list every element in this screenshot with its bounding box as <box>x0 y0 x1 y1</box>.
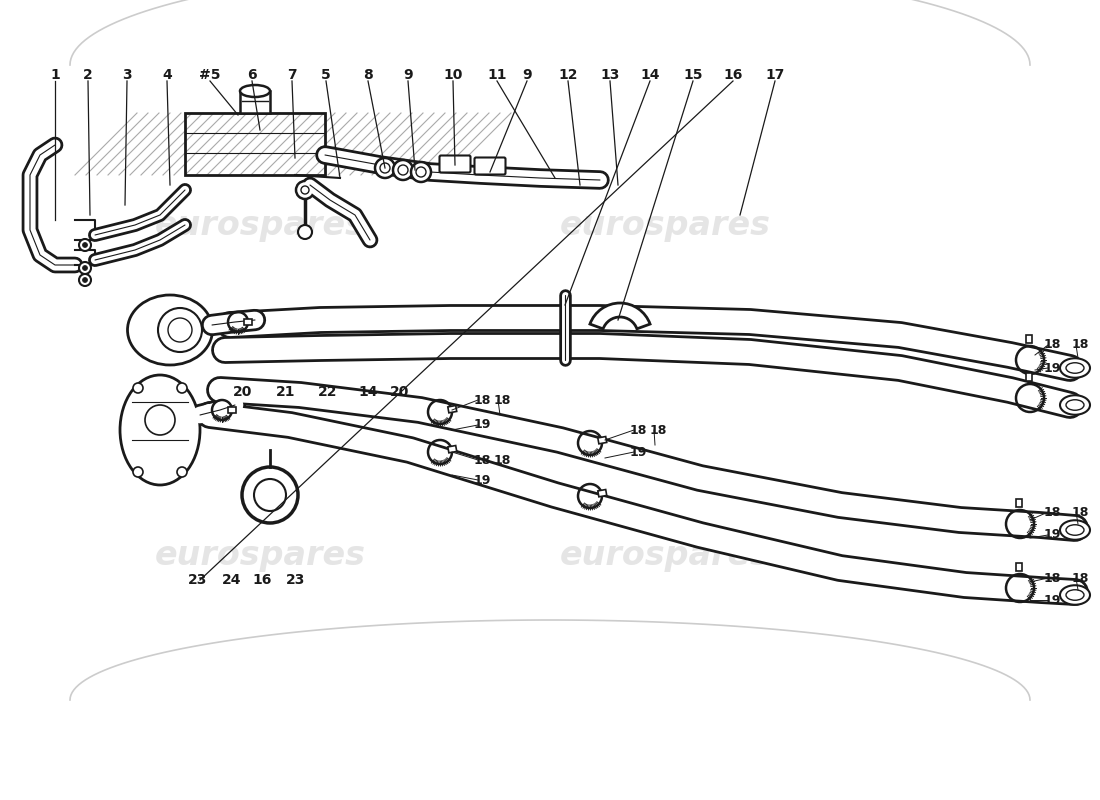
FancyBboxPatch shape <box>474 158 506 174</box>
Ellipse shape <box>128 295 212 365</box>
Bar <box>448 446 456 453</box>
Text: 18: 18 <box>629 423 647 437</box>
Circle shape <box>168 318 192 342</box>
Text: 6: 6 <box>248 68 256 82</box>
Circle shape <box>398 165 408 175</box>
Text: 21: 21 <box>276 385 296 399</box>
Text: 11: 11 <box>487 68 507 82</box>
Text: 4: 4 <box>162 68 172 82</box>
Ellipse shape <box>1060 520 1090 540</box>
Circle shape <box>82 266 88 270</box>
Text: 22: 22 <box>318 385 338 399</box>
Text: 20: 20 <box>390 385 409 399</box>
Text: 2: 2 <box>84 68 92 82</box>
Text: 20: 20 <box>233 385 253 399</box>
Text: 18: 18 <box>1043 506 1060 518</box>
Circle shape <box>79 262 91 274</box>
Text: 3: 3 <box>122 68 132 82</box>
Text: 13: 13 <box>601 68 619 82</box>
Ellipse shape <box>240 85 270 97</box>
Text: 18: 18 <box>493 394 510 406</box>
Text: 18: 18 <box>1071 571 1089 585</box>
Text: 24: 24 <box>222 573 242 587</box>
Text: 18: 18 <box>473 394 491 406</box>
Bar <box>1026 335 1032 343</box>
Text: eurospares: eurospares <box>560 209 770 242</box>
Circle shape <box>158 308 202 352</box>
Text: 17: 17 <box>766 68 784 82</box>
Ellipse shape <box>1066 590 1083 600</box>
Ellipse shape <box>1066 362 1083 374</box>
Text: 16: 16 <box>252 573 272 587</box>
Text: eurospares: eurospares <box>154 209 365 242</box>
Circle shape <box>375 158 395 178</box>
Circle shape <box>82 278 88 282</box>
Ellipse shape <box>1060 395 1090 414</box>
Text: 9: 9 <box>522 68 531 82</box>
Text: eurospares: eurospares <box>154 538 365 571</box>
Bar <box>1016 563 1022 571</box>
Circle shape <box>133 383 143 393</box>
Circle shape <box>177 467 187 477</box>
Text: 12: 12 <box>558 68 578 82</box>
Text: 8: 8 <box>363 68 373 82</box>
FancyBboxPatch shape <box>440 155 471 173</box>
Circle shape <box>301 186 309 194</box>
Bar <box>185 113 324 175</box>
Bar <box>597 437 607 444</box>
Circle shape <box>133 467 143 477</box>
Text: 7: 7 <box>287 68 297 82</box>
Text: 18: 18 <box>1071 338 1089 351</box>
Bar <box>228 407 236 413</box>
Text: 18: 18 <box>473 454 491 466</box>
Text: 23: 23 <box>188 573 208 587</box>
Text: 18: 18 <box>1043 338 1060 351</box>
Bar <box>1026 373 1032 381</box>
Circle shape <box>379 163 390 173</box>
Text: 14: 14 <box>640 68 660 82</box>
Text: 19: 19 <box>1043 594 1060 606</box>
Circle shape <box>145 405 175 435</box>
Text: eurospares: eurospares <box>560 538 770 571</box>
Wedge shape <box>590 303 650 329</box>
Text: 14: 14 <box>359 385 377 399</box>
Circle shape <box>177 383 187 393</box>
Circle shape <box>416 167 426 177</box>
Text: 15: 15 <box>683 68 703 82</box>
Circle shape <box>393 160 412 180</box>
Bar <box>244 319 252 325</box>
Ellipse shape <box>1060 358 1090 378</box>
Bar <box>185 113 324 175</box>
Circle shape <box>296 181 314 199</box>
Text: 16: 16 <box>724 68 743 82</box>
Bar <box>240 91 270 113</box>
Text: #5: #5 <box>199 68 221 82</box>
Ellipse shape <box>120 375 200 485</box>
Text: 19: 19 <box>473 474 491 486</box>
Text: 19: 19 <box>629 446 647 458</box>
Text: 19: 19 <box>473 418 491 431</box>
Text: 18: 18 <box>493 454 510 466</box>
Text: 5: 5 <box>321 68 331 82</box>
Text: 18: 18 <box>1071 506 1089 518</box>
Bar <box>597 490 607 497</box>
Text: 9: 9 <box>404 68 412 82</box>
Text: 1: 1 <box>51 68 59 82</box>
Text: 18: 18 <box>1043 571 1060 585</box>
Circle shape <box>79 239 91 251</box>
Circle shape <box>411 162 431 182</box>
Bar <box>448 406 456 413</box>
Text: 18: 18 <box>649 423 667 437</box>
Text: 23: 23 <box>286 573 306 587</box>
Bar <box>1016 499 1022 507</box>
Ellipse shape <box>1066 400 1083 410</box>
Ellipse shape <box>1066 525 1083 535</box>
Ellipse shape <box>1060 586 1090 605</box>
Text: 19: 19 <box>1043 529 1060 542</box>
Text: 19: 19 <box>1043 362 1060 374</box>
Circle shape <box>82 242 88 247</box>
Circle shape <box>298 225 312 239</box>
Text: 10: 10 <box>443 68 463 82</box>
Circle shape <box>79 274 91 286</box>
